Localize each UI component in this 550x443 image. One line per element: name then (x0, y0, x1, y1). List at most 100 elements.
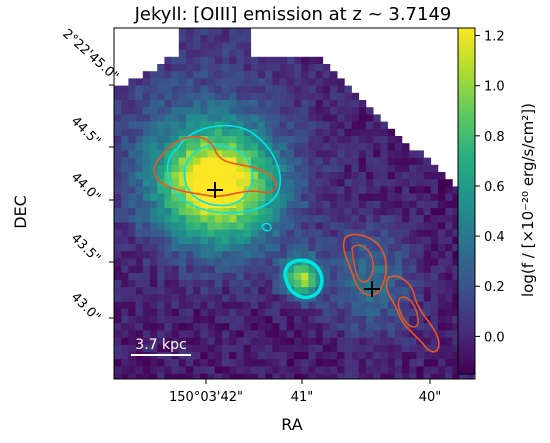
heatmap-pixel (430, 272, 439, 281)
heatmap-pixel (258, 215, 266, 223)
heatmap-pixel (315, 71, 324, 79)
heatmap-pixel (358, 265, 367, 274)
heatmap-pixel (358, 143, 367, 151)
heatmap-pixel (366, 121, 374, 130)
heatmap-pixel (193, 373, 201, 379)
heatmap-pixel (243, 330, 252, 338)
heatmap-pixel (142, 272, 151, 281)
heatmap-pixel (214, 35, 223, 43)
heatmap-pixel (243, 49, 252, 58)
heatmap-pixel (286, 208, 295, 216)
heatmap-pixel (128, 200, 136, 209)
heatmap-pixel (150, 316, 158, 324)
heatmap-pixel (142, 308, 151, 317)
heatmap-pixel (114, 172, 122, 180)
heatmap-pixel (121, 272, 129, 281)
heatmap-pixel (394, 200, 403, 209)
heatmap-pixel (308, 172, 316, 180)
heatmap-pixel (423, 215, 432, 223)
heatmap-pixel (322, 265, 331, 274)
heatmap-pixel (301, 114, 309, 122)
heatmap-pixel (150, 251, 158, 259)
heatmap-pixel (193, 114, 201, 122)
heatmap-pixel (272, 337, 280, 346)
heatmap-pixel (330, 222, 338, 230)
heatmap-pixel (128, 308, 136, 317)
heatmap-pixel (330, 121, 338, 130)
heatmap-pixel (114, 92, 122, 101)
heatmap-pixel (301, 172, 309, 180)
heatmap-pixel (423, 186, 432, 194)
heatmap-pixel (222, 323, 230, 331)
heatmap-pixel (243, 64, 252, 72)
heatmap-pixel (207, 42, 216, 50)
heatmap-pixel (265, 366, 273, 374)
heatmap-pixel (337, 244, 345, 252)
heatmap-pixel (222, 272, 230, 281)
heatmap-pixel (186, 301, 194, 310)
heatmap-pixel (135, 330, 144, 338)
heatmap-pixel (200, 78, 208, 86)
heatmap-pixel (394, 179, 403, 187)
y-tick-label: 43.0" (68, 290, 103, 325)
heatmap-pixel (366, 308, 374, 317)
heatmap-pixel (142, 114, 151, 122)
heatmap-pixel (178, 229, 187, 238)
heatmap-pixel (128, 157, 136, 166)
heatmap-pixel (186, 251, 194, 259)
heatmap-pixel (337, 337, 345, 346)
heatmap-pixel (250, 323, 259, 331)
heatmap-pixel (315, 78, 324, 86)
heatmap-pixel (250, 71, 259, 79)
heatmap-pixel (344, 164, 352, 173)
heatmap-pixel (150, 366, 158, 374)
heatmap-pixel (301, 316, 309, 324)
heatmap-pixel (214, 359, 223, 367)
heatmap-pixel (150, 186, 158, 194)
heatmap-pixel (423, 323, 432, 331)
heatmap-pixel (214, 172, 223, 180)
heatmap-pixel (236, 100, 244, 108)
heatmap-pixel (207, 85, 216, 94)
heatmap-pixel (178, 258, 187, 266)
heatmap-pixel (294, 193, 302, 202)
heatmap-pixel (243, 280, 252, 288)
heatmap-pixel (322, 280, 331, 288)
heatmap-pixel (164, 150, 172, 158)
heatmap-pixel (121, 128, 129, 137)
heatmap-pixel (157, 244, 165, 252)
heatmap-pixel (171, 294, 180, 302)
heatmap-pixel (114, 107, 122, 115)
heatmap-pixel (200, 179, 208, 187)
heatmap-pixel (430, 280, 439, 288)
heatmap-pixel (409, 308, 417, 317)
heatmap-pixel (344, 316, 352, 324)
heatmap-pixel (330, 366, 338, 374)
heatmap-pixel (394, 157, 403, 166)
heatmap-pixel (171, 179, 180, 187)
heatmap-pixel (423, 359, 432, 367)
heatmap-pixel (164, 229, 172, 238)
heatmap-pixel (272, 373, 280, 379)
heatmap-pixel (344, 359, 352, 367)
heatmap-pixel (315, 222, 324, 230)
heatmap-pixel (150, 344, 158, 353)
heatmap-pixel (178, 35, 187, 43)
heatmap-pixel (250, 359, 259, 367)
heatmap-pixel (294, 92, 302, 101)
heatmap-pixel (128, 85, 136, 94)
heatmap-pixel (358, 337, 367, 346)
heatmap-pixel (171, 208, 180, 216)
heatmap-pixel (214, 344, 223, 353)
heatmap-pixel (330, 164, 338, 173)
heatmap-pixel (387, 215, 396, 223)
heatmap-pixel (207, 164, 216, 173)
heatmap-pixel (409, 337, 417, 346)
heatmap-pixel (358, 121, 367, 130)
heatmap-pixel (272, 215, 280, 223)
heatmap-pixel (416, 330, 424, 338)
heatmap-pixel (286, 78, 295, 86)
heatmap-pixel (142, 316, 151, 324)
heatmap-pixel (358, 244, 367, 252)
heatmap-pixel (272, 359, 280, 367)
